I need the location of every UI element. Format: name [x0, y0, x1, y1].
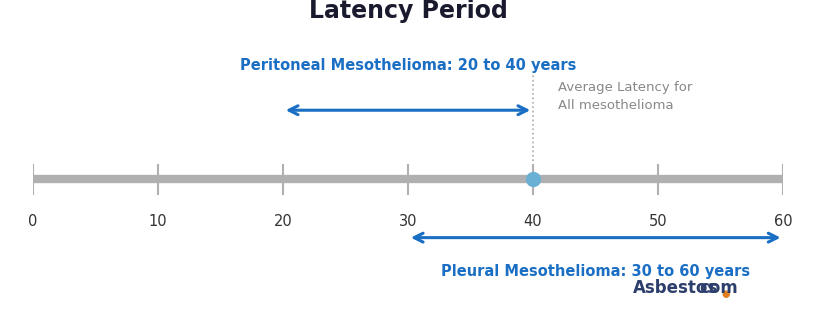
Text: 10: 10 — [149, 214, 167, 229]
Text: ●: ● — [721, 289, 730, 299]
Text: Asbestos: Asbestos — [633, 279, 718, 297]
Text: com: com — [700, 279, 738, 297]
Text: 40: 40 — [524, 214, 543, 229]
Text: Latency Period: Latency Period — [308, 0, 508, 23]
Text: 30: 30 — [399, 214, 417, 229]
Text: 0: 0 — [28, 214, 38, 229]
Text: 50: 50 — [649, 214, 667, 229]
Text: Pleural Mesothelioma: 30 to 60 years: Pleural Mesothelioma: 30 to 60 years — [441, 264, 750, 279]
Text: Peritoneal Mesothelioma: 20 to 40 years: Peritoneal Mesothelioma: 20 to 40 years — [240, 58, 576, 73]
Text: 20: 20 — [273, 214, 292, 229]
Text: Average Latency for
All mesothelioma: Average Latency for All mesothelioma — [558, 81, 693, 112]
Text: 60: 60 — [774, 214, 792, 229]
